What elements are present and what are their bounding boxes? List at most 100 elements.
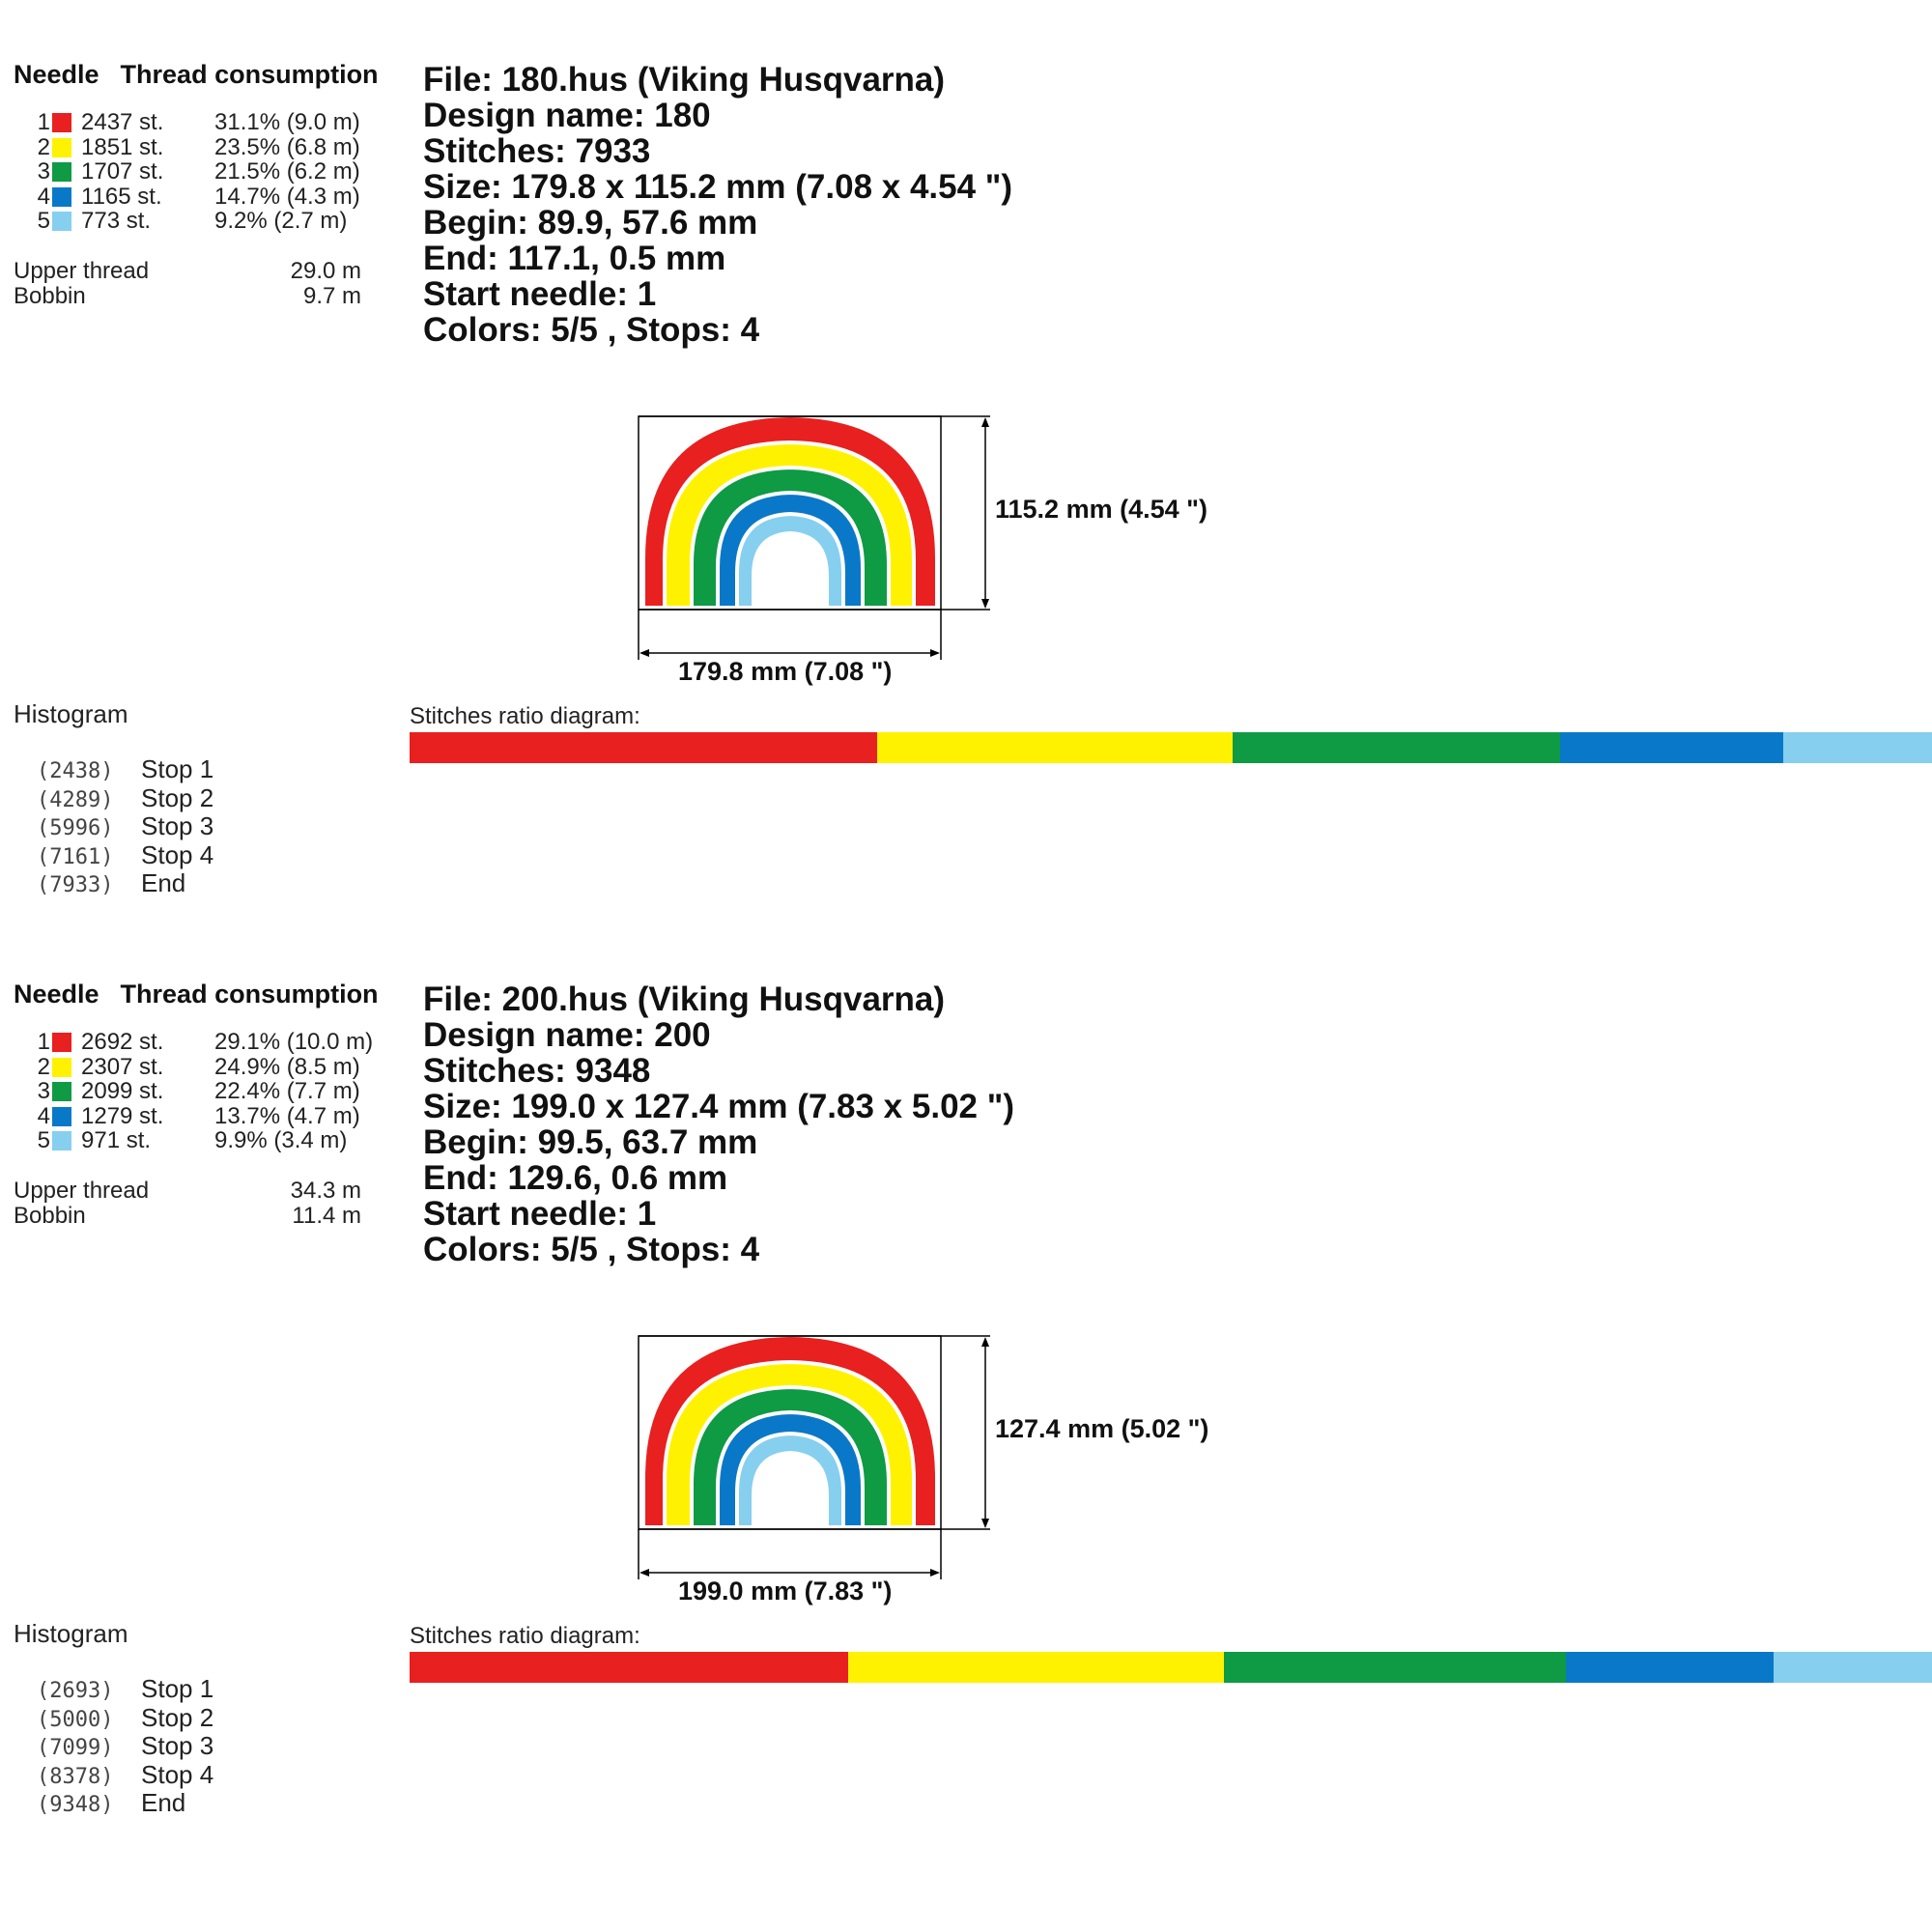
thread-consumption: 9.9% (3.4 m): [214, 1127, 348, 1153]
needle-row: 3 1707 st. 21.5% (6.2 m): [14, 159, 410, 185]
stop-stitch-count: (4289): [37, 787, 114, 812]
stitches-ratio-title: Stitches ratio diagram:: [410, 1623, 640, 1649]
stitch-count: 1707 st.: [81, 158, 164, 185]
needle-row: 1 2692 st. 29.1% (10.0 m): [14, 1030, 410, 1055]
needle-index: 1: [37, 109, 50, 135]
histogram-row: (4289) Stop 2: [37, 782, 214, 813]
upper-thread-label: Upper thread: [14, 1178, 150, 1204]
needle-table-header: Needle Thread consumption: [14, 980, 379, 1009]
needle-index: 4: [37, 1102, 50, 1129]
thread-consumption: 23.5% (6.8 m): [214, 133, 360, 160]
rainbow-design-image: [638, 1335, 990, 1579]
stitch-count: 2692 st.: [81, 1029, 164, 1055]
thread-consumption: 9.2% (2.7 m): [214, 208, 348, 234]
stop-stitch-count: (2438): [37, 759, 114, 783]
color-swatch: [52, 137, 71, 157]
file-info: File: 180.hus (Viking Husqvarna) Design …: [423, 62, 1012, 348]
stitch-count: 1851 st.: [81, 133, 164, 160]
histogram-title: Histogram: [14, 1619, 128, 1648]
bobbin-value: 9.7 m: [302, 282, 361, 309]
colors-stops: Colors: 5/5 , Stops: 4: [423, 311, 760, 349]
start-needle: Start needle: 1: [423, 1195, 657, 1233]
stop-stitch-count: (8378): [37, 1764, 114, 1789]
needle-table-header: Needle Thread consumption: [14, 60, 379, 90]
ratio-segment-green: [1232, 732, 1560, 763]
thread-summary: Upper thread 29.0 m Bobbin 9.7 m: [14, 259, 361, 308]
histogram-row: (7161) Stop 4: [37, 839, 214, 870]
stop-label: Stop 4: [141, 1759, 214, 1789]
stop-label: Stop 3: [141, 811, 214, 840]
bobbin-value: 11.4 m: [292, 1202, 361, 1229]
needle-row: 1 2437 st. 31.1% (9.0 m): [14, 110, 410, 135]
stop-label: End: [141, 1788, 186, 1817]
color-swatch: [52, 113, 71, 132]
histogram-row: (7933) End: [37, 868, 213, 898]
stitch-count: 971 st.: [81, 1127, 152, 1153]
stitches-ratio-bar: [410, 732, 1932, 763]
ratio-segment-lightblue: [1774, 1652, 1932, 1683]
histogram-list: (2693) Stop 1 (5000) Stop 2 (7099) Stop 3 (…: [37, 1674, 214, 1818]
color-swatch: [52, 1082, 71, 1101]
stop-label: Stop 1: [141, 754, 214, 783]
needle-row: 2 2307 st. 24.9% (8.5 m): [14, 1053, 410, 1080]
needle-index: 5: [37, 208, 50, 234]
color-swatch: [52, 1106, 71, 1126]
ratio-segment-blue: [1559, 732, 1784, 763]
color-swatch: [52, 186, 71, 207]
needle-header: Needle: [14, 60, 99, 89]
stop-label: End: [141, 868, 186, 897]
needle-index: 2: [37, 1053, 50, 1080]
stitch-count: 2437 st.: [81, 109, 164, 135]
needle-index: 1: [37, 1029, 50, 1055]
begin-point: Begin: 99.5, 63.7 mm: [423, 1123, 758, 1161]
histogram-row: (9348) End: [37, 1788, 213, 1818]
height-dimension-label: 115.2 mm (4.54 "): [995, 495, 1208, 524]
bobbin-label: Bobbin: [14, 1202, 86, 1229]
ratio-segment-red: [410, 732, 878, 763]
design-report-200: Needle Thread consumption 1 2692 st. 29.1…: [0, 920, 1932, 1837]
color-swatch: [52, 212, 71, 231]
color-swatch: [52, 1057, 71, 1077]
thread-consumption-header: Thread consumption: [120, 60, 379, 89]
stop-stitch-count: (5000): [37, 1707, 114, 1732]
stop-label: Stop 2: [141, 782, 214, 812]
stitches-ratio-bar: [410, 1652, 1932, 1683]
needle-index: 2: [37, 133, 50, 160]
width-dimension-label: 179.8 mm (7.08 "): [678, 657, 893, 686]
needle-index: 5: [37, 1127, 50, 1153]
stitch-count: 1279 st.: [81, 1102, 164, 1129]
needle-list: 1 2692 st. 29.1% (10.0 m) 2 2307 st. 24.…: [14, 1030, 410, 1153]
needle-row: 5 971 st. 9.9% (3.4 m): [14, 1128, 410, 1153]
thread-summary: Upper thread 34.3 m Bobbin 11.4 m: [14, 1179, 361, 1228]
thread-consumption: 21.5% (6.2 m): [214, 158, 360, 185]
stop-stitch-count: (9348): [37, 1793, 114, 1817]
stop-label: Stop 4: [141, 839, 214, 869]
stitches-ratio-title: Stitches ratio diagram:: [410, 703, 640, 729]
stop-label: Stop 3: [141, 1731, 214, 1760]
histogram-row: (2693) Stop 1: [37, 1674, 214, 1704]
needle-index: 4: [37, 183, 50, 210]
needle-row: 2 1851 st. 23.5% (6.8 m): [14, 133, 410, 160]
design-preview: 115.2 mm (4.54 ") 179.8 mm (7.08 "): [636, 413, 1273, 703]
thread-consumption: 22.4% (7.7 m): [214, 1078, 360, 1104]
histogram-row: (7099) Stop 3: [37, 1731, 214, 1761]
height-dimension-label: 127.4 mm (5.02 "): [995, 1414, 1209, 1443]
ratio-segment-blue: [1565, 1652, 1775, 1683]
color-swatch: [52, 1033, 71, 1052]
histogram-row: (5996) Stop 3: [37, 811, 214, 841]
color-swatch: [52, 162, 71, 182]
thread-consumption: 14.7% (4.3 m): [214, 183, 360, 210]
begin-point: Begin: 89.9, 57.6 mm: [423, 204, 758, 242]
needle-index: 3: [37, 158, 50, 185]
design-size: Size: 199.0 x 127.4 mm (7.83 x 5.02 "): [423, 1088, 1014, 1125]
file-info: File: 200.hus (Viking Husqvarna) Design …: [423, 981, 1014, 1267]
histogram-row: (2438) Stop 1: [37, 754, 214, 784]
stop-label: Stop 1: [141, 1674, 214, 1703]
upper-thread-value: 29.0 m: [290, 258, 361, 284]
needle-list: 1 2437 st. 31.1% (9.0 m) 2 1851 st. 23.5…: [14, 110, 410, 234]
colors-stops: Colors: 5/5 , Stops: 4: [423, 1231, 760, 1268]
start-needle: Start needle: 1: [423, 275, 657, 313]
stop-stitch-count: (7161): [37, 844, 114, 869]
stop-stitch-count: (7933): [37, 873, 114, 897]
needle-row: 3 2099 st. 22.4% (7.7 m): [14, 1079, 410, 1104]
